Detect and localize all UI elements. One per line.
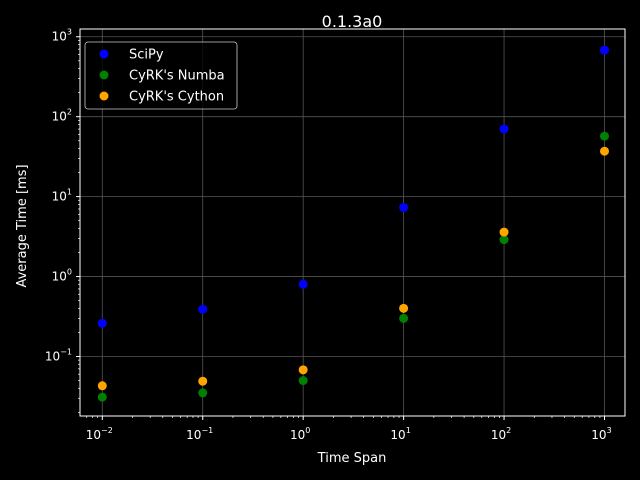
x-tick-label: 100 [290, 426, 310, 442]
x-tick-label-base: 10 [390, 428, 405, 442]
data-point [298, 376, 308, 386]
y-tick-label-exponent: 3 [67, 28, 72, 37]
x-tick-label-base: 10 [591, 428, 606, 442]
legend-marker [99, 49, 109, 59]
x-tick-label: 10−2 [86, 426, 113, 442]
data-point [298, 279, 308, 289]
data-point [97, 318, 107, 328]
legend-marker [99, 91, 109, 101]
y-tick-label: 10−1 [45, 347, 72, 363]
data-point [97, 392, 107, 402]
data-point [198, 304, 208, 314]
data-point [499, 124, 509, 134]
x-tick-label-base: 10 [290, 428, 305, 442]
x-tick-label-exponent: 2 [506, 426, 511, 435]
y-tick-label-base: 10 [52, 270, 67, 284]
data-point [599, 131, 609, 141]
y-axis-label: Average Time [ms] [15, 164, 30, 287]
y-tick-label-exponent: 1 [67, 188, 72, 197]
data-point [599, 146, 609, 156]
y-tick-label-base: 10 [52, 110, 67, 124]
x-tick-label: 102 [491, 426, 511, 442]
chart-title: 0.1.3a0 [322, 12, 383, 31]
y-tick-label: 103 [52, 28, 72, 44]
data-point [298, 365, 308, 375]
x-tick-label-exponent: −1 [201, 426, 213, 435]
legend-box [84, 41, 238, 110]
y-tick-label: 100 [52, 268, 72, 284]
legend-label: SciPy [129, 48, 164, 63]
x-axis-ticks: 10−2 10−1 100 101 102 103 [86, 416, 612, 442]
y-tick-label-exponent: 0 [67, 268, 72, 277]
x-tick-label-base: 10 [186, 428, 201, 442]
legend-label: CyRK's Numba [129, 69, 225, 84]
y-tick-label: 102 [52, 108, 72, 124]
x-tick-label: 10−1 [186, 426, 213, 442]
x-tick-label-exponent: 0 [305, 426, 310, 435]
x-axis-label: Time Span [317, 451, 387, 466]
x-tick-label-base: 10 [491, 428, 506, 442]
x-tick-label-exponent: 3 [607, 426, 612, 435]
y-tick-label-base: 10 [52, 30, 67, 44]
y-tick-label-base: 10 [45, 349, 60, 363]
y-tick-label-base: 10 [52, 190, 67, 204]
data-points [97, 45, 609, 402]
x-tick-label: 103 [591, 426, 611, 442]
x-tick-label-exponent: 1 [406, 426, 411, 435]
legend-label: CyRK's Cython [129, 90, 224, 105]
y-tick-label-exponent: −1 [60, 347, 72, 356]
y-tick-label-exponent: 2 [67, 108, 72, 117]
data-point [399, 203, 409, 213]
data-point [399, 303, 409, 313]
legend-marker [99, 70, 109, 80]
data-point [499, 227, 509, 237]
plot-frame [79, 28, 626, 417]
data-point [97, 381, 107, 391]
x-tick-label-exponent: −2 [101, 426, 113, 435]
data-point [499, 235, 509, 245]
y-tick-label: 101 [52, 188, 72, 204]
grid [80, 29, 625, 416]
legend: SciPy CyRK's Numba CyRK's Cython [84, 41, 238, 110]
x-tick-label: 101 [390, 426, 410, 442]
data-point [198, 388, 208, 398]
data-point [399, 313, 409, 323]
x-tick-label-base: 10 [86, 428, 101, 442]
data-point [198, 376, 208, 386]
data-point [599, 45, 609, 55]
